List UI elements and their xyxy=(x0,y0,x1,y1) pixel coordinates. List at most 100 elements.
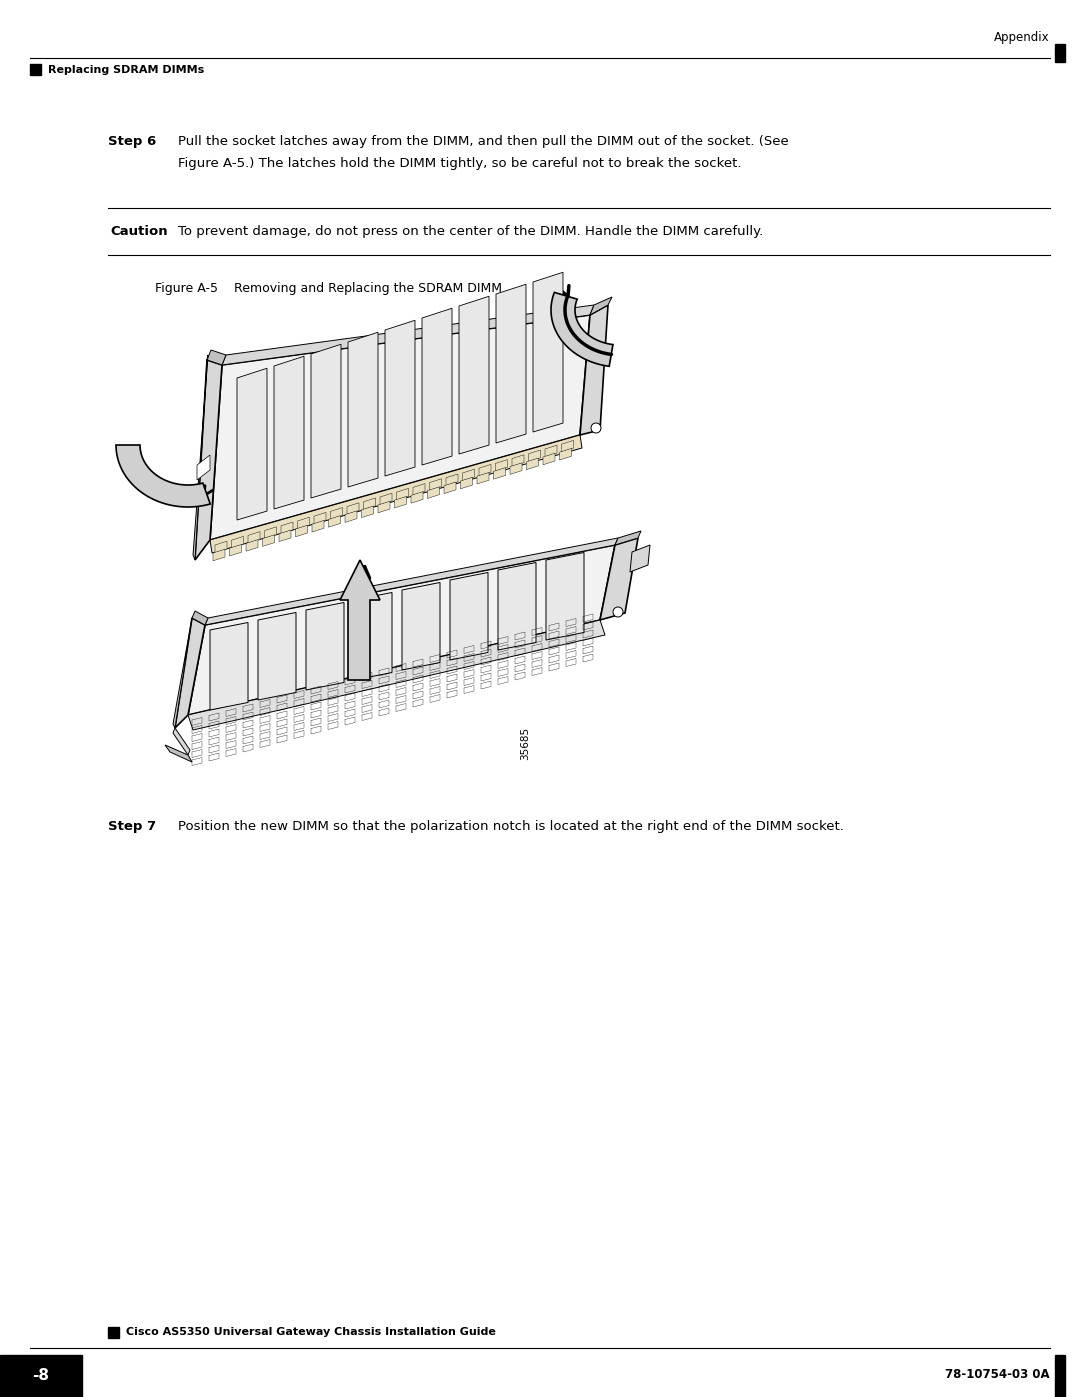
Polygon shape xyxy=(306,602,345,690)
Polygon shape xyxy=(188,545,615,715)
Polygon shape xyxy=(205,538,618,624)
Polygon shape xyxy=(207,351,226,365)
Text: Pull the socket latches away from the DIMM, and then pull the DIMM out of the so: Pull the socket latches away from the DI… xyxy=(178,136,788,148)
Polygon shape xyxy=(512,455,524,467)
Bar xyxy=(0,1355,82,1397)
Polygon shape xyxy=(534,272,563,432)
Polygon shape xyxy=(279,529,291,542)
Polygon shape xyxy=(394,496,406,509)
Polygon shape xyxy=(430,479,442,490)
Polygon shape xyxy=(210,623,248,710)
Polygon shape xyxy=(213,549,225,560)
Polygon shape xyxy=(496,460,508,471)
Polygon shape xyxy=(460,478,473,489)
Polygon shape xyxy=(528,450,540,461)
Text: -8: -8 xyxy=(32,1368,50,1383)
Polygon shape xyxy=(215,541,227,553)
Polygon shape xyxy=(380,493,392,504)
Polygon shape xyxy=(411,492,423,503)
Text: To prevent damage, do not press on the center of the DIMM. Handle the DIMM caref: To prevent damage, do not press on the c… xyxy=(178,225,764,237)
Polygon shape xyxy=(543,453,555,465)
Polygon shape xyxy=(354,592,392,680)
Polygon shape xyxy=(551,292,613,366)
Polygon shape xyxy=(311,344,341,497)
Polygon shape xyxy=(237,369,267,520)
Polygon shape xyxy=(477,472,489,483)
Polygon shape xyxy=(630,545,650,571)
Text: Figure A-5    Removing and Replacing the SDRAM DIMM: Figure A-5 Removing and Replacing the SD… xyxy=(156,282,502,295)
Polygon shape xyxy=(510,462,522,475)
Text: 35685: 35685 xyxy=(519,726,530,760)
Polygon shape xyxy=(188,620,605,731)
Polygon shape xyxy=(378,502,390,513)
Polygon shape xyxy=(462,469,474,481)
Polygon shape xyxy=(364,497,376,510)
Polygon shape xyxy=(600,538,638,620)
Polygon shape xyxy=(340,560,380,680)
Polygon shape xyxy=(402,583,440,671)
Polygon shape xyxy=(384,320,415,476)
Polygon shape xyxy=(175,617,205,728)
Polygon shape xyxy=(173,617,192,728)
Polygon shape xyxy=(559,448,571,460)
Polygon shape xyxy=(480,464,491,476)
Polygon shape xyxy=(222,305,594,365)
Bar xyxy=(1055,1355,1065,1397)
Polygon shape xyxy=(192,610,208,624)
Polygon shape xyxy=(444,482,456,493)
Polygon shape xyxy=(413,483,426,495)
Polygon shape xyxy=(345,511,357,522)
Polygon shape xyxy=(197,455,210,481)
Polygon shape xyxy=(314,513,326,524)
Polygon shape xyxy=(328,515,340,527)
Polygon shape xyxy=(498,563,536,650)
Polygon shape xyxy=(494,468,505,479)
Text: Figure A-5.) The latches hold the DIMM tightly, so be careful not to break the s: Figure A-5.) The latches hold the DIMM t… xyxy=(178,156,742,170)
Bar xyxy=(30,64,41,75)
Polygon shape xyxy=(229,545,242,556)
Circle shape xyxy=(591,423,600,433)
Polygon shape xyxy=(165,745,192,761)
Text: Position the new DIMM so that the polarization notch is located at the right end: Position the new DIMM so that the polari… xyxy=(178,820,843,833)
Polygon shape xyxy=(210,434,582,553)
Polygon shape xyxy=(580,305,608,434)
Polygon shape xyxy=(545,446,557,457)
Polygon shape xyxy=(297,517,310,529)
Polygon shape xyxy=(615,531,642,545)
Bar xyxy=(1055,43,1065,61)
Polygon shape xyxy=(296,525,308,536)
Polygon shape xyxy=(546,552,584,640)
Polygon shape xyxy=(262,535,274,546)
Bar xyxy=(108,1327,119,1338)
Polygon shape xyxy=(527,458,539,469)
Polygon shape xyxy=(210,314,590,541)
Text: Replacing SDRAM DIMMs: Replacing SDRAM DIMMs xyxy=(48,66,204,75)
Polygon shape xyxy=(173,728,190,754)
Polygon shape xyxy=(274,356,303,509)
Polygon shape xyxy=(231,536,243,548)
Text: Appendix: Appendix xyxy=(995,32,1050,45)
Polygon shape xyxy=(246,539,258,552)
Polygon shape xyxy=(450,573,488,659)
Polygon shape xyxy=(459,296,489,454)
Polygon shape xyxy=(348,332,378,488)
Polygon shape xyxy=(428,486,440,499)
Polygon shape xyxy=(422,309,453,465)
Polygon shape xyxy=(281,522,293,534)
Polygon shape xyxy=(258,612,296,700)
Polygon shape xyxy=(193,355,208,560)
Polygon shape xyxy=(496,284,526,443)
Polygon shape xyxy=(312,521,324,532)
Polygon shape xyxy=(396,489,408,500)
Polygon shape xyxy=(116,446,211,507)
Polygon shape xyxy=(362,506,374,518)
Text: Step 7: Step 7 xyxy=(108,820,157,833)
Text: Caution: Caution xyxy=(110,225,167,237)
Text: 78-10754-03 0A: 78-10754-03 0A xyxy=(945,1369,1050,1382)
Polygon shape xyxy=(562,440,573,453)
Polygon shape xyxy=(330,507,342,520)
Polygon shape xyxy=(347,503,359,514)
Polygon shape xyxy=(446,474,458,486)
Text: Step 6: Step 6 xyxy=(108,136,157,148)
Polygon shape xyxy=(195,360,222,560)
